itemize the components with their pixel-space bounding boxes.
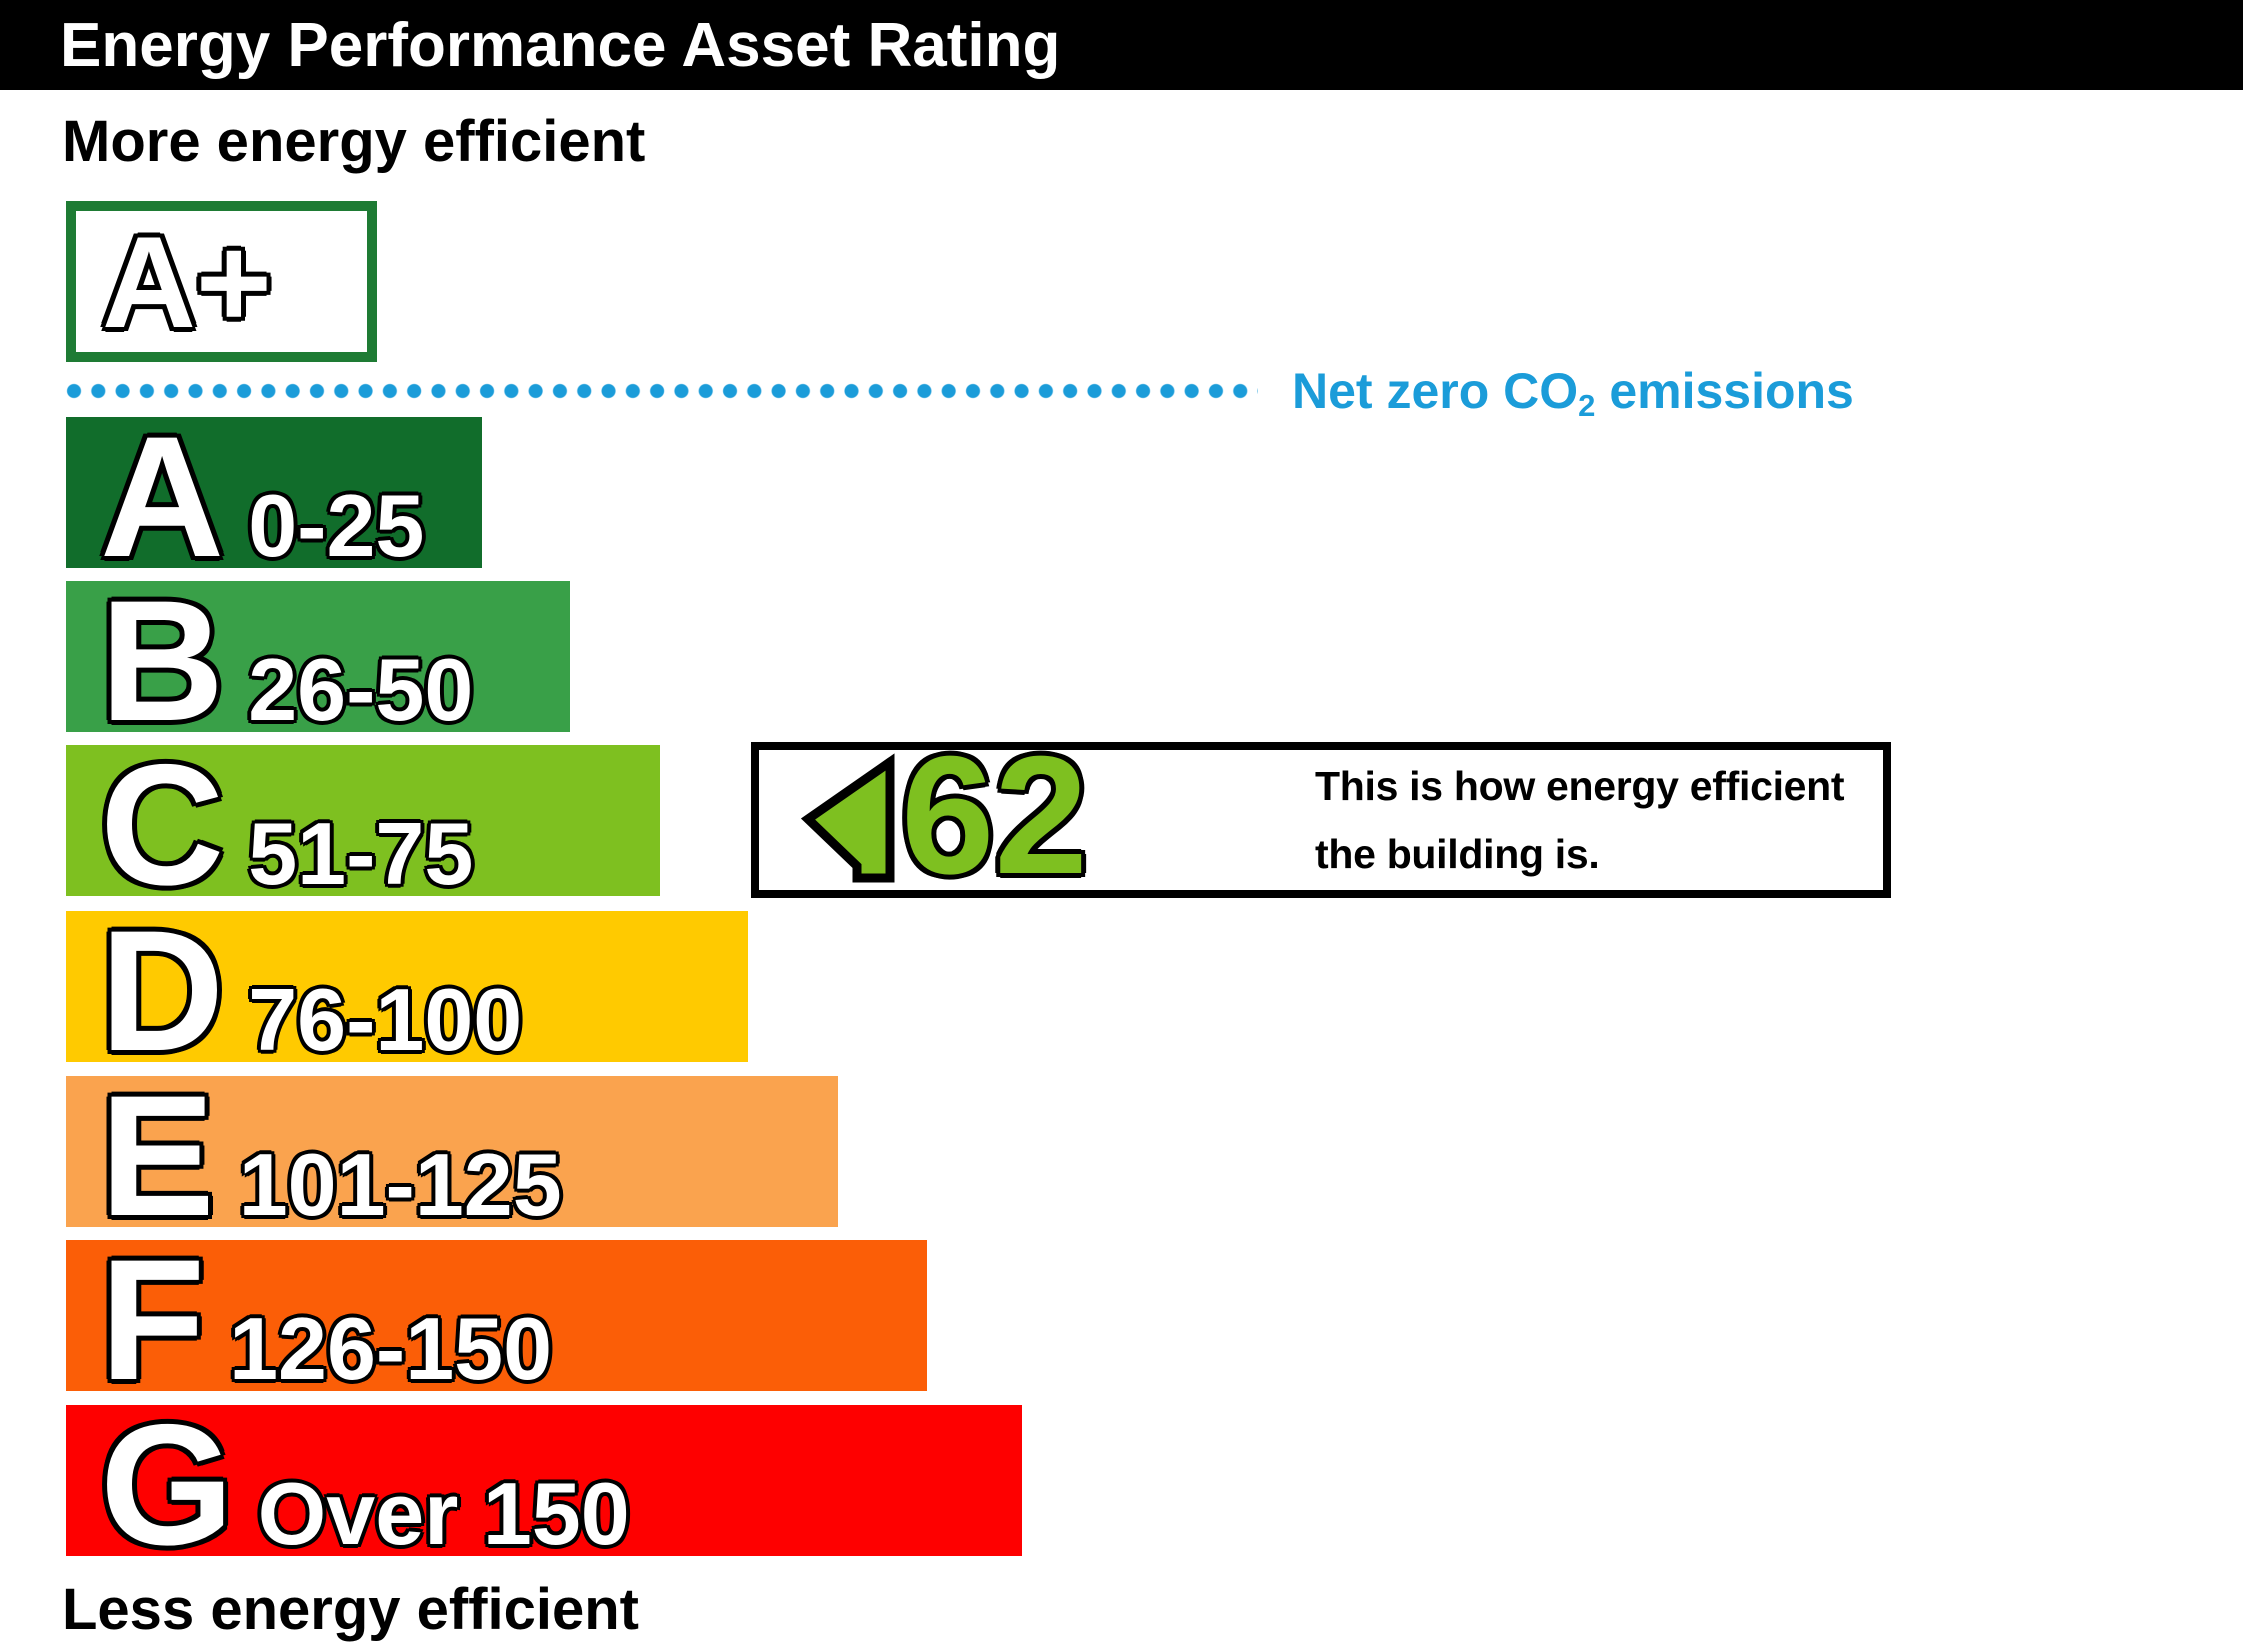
- net-zero-subscript: 2: [1578, 387, 1596, 423]
- net-zero-dotted-line: [66, 383, 1258, 399]
- aplus-band: A+: [66, 201, 377, 362]
- band-letter: B: [100, 565, 225, 757]
- band-letter: F: [100, 1224, 206, 1416]
- rating-description: This is how energy efficient the buildin…: [1315, 752, 1845, 888]
- band-range: 51-75: [248, 804, 474, 903]
- rating-value: 62: [901, 720, 1088, 909]
- band-range: 76-100: [248, 970, 523, 1069]
- page-title: Energy Performance Asset Rating: [60, 10, 1061, 80]
- band-row-a: A 0-25: [66, 411, 482, 583]
- band-letter: E: [100, 1060, 215, 1252]
- band-row-c: C 51-75: [66, 739, 660, 911]
- band-letter: D: [100, 895, 225, 1087]
- band-range: 0-25: [248, 476, 425, 575]
- band-range: Over 150: [257, 1464, 630, 1563]
- rating-description-line1: This is how energy efficient: [1315, 763, 1845, 809]
- aplus-letter: A+: [102, 208, 272, 355]
- rating-description-line2: the building is.: [1315, 831, 1600, 877]
- band-letter: A: [100, 401, 225, 593]
- more-energy-efficient-label: More energy efficient: [62, 109, 646, 174]
- band-range: 126-150: [229, 1299, 553, 1398]
- left-arrow-icon: [800, 753, 895, 883]
- rating-pointer-box: 62 This is how energy efficient the buil…: [751, 731, 1891, 899]
- band-row-d: D 76-100: [66, 905, 748, 1077]
- net-zero-text: Net zero CO: [1292, 363, 1579, 419]
- band-range: 26-50: [248, 640, 474, 739]
- net-zero-label: Net zero CO2 emissions: [1292, 362, 1854, 424]
- net-zero-text-suffix: emissions: [1595, 363, 1854, 419]
- band-letter: C: [100, 729, 225, 921]
- band-row-f: F 126-150: [66, 1234, 927, 1406]
- band-letter: G: [100, 1389, 234, 1581]
- band-range: 101-125: [238, 1135, 562, 1234]
- less-energy-efficient-label: Less energy efficient: [62, 1577, 639, 1642]
- band-row-b: B 26-50: [66, 575, 570, 747]
- band-row-g: G Over 150: [66, 1399, 1022, 1571]
- title-bar: Energy Performance Asset Rating: [0, 0, 2243, 90]
- left-arrow-shape: [800, 753, 895, 883]
- band-row-e: E 101-125: [66, 1070, 838, 1242]
